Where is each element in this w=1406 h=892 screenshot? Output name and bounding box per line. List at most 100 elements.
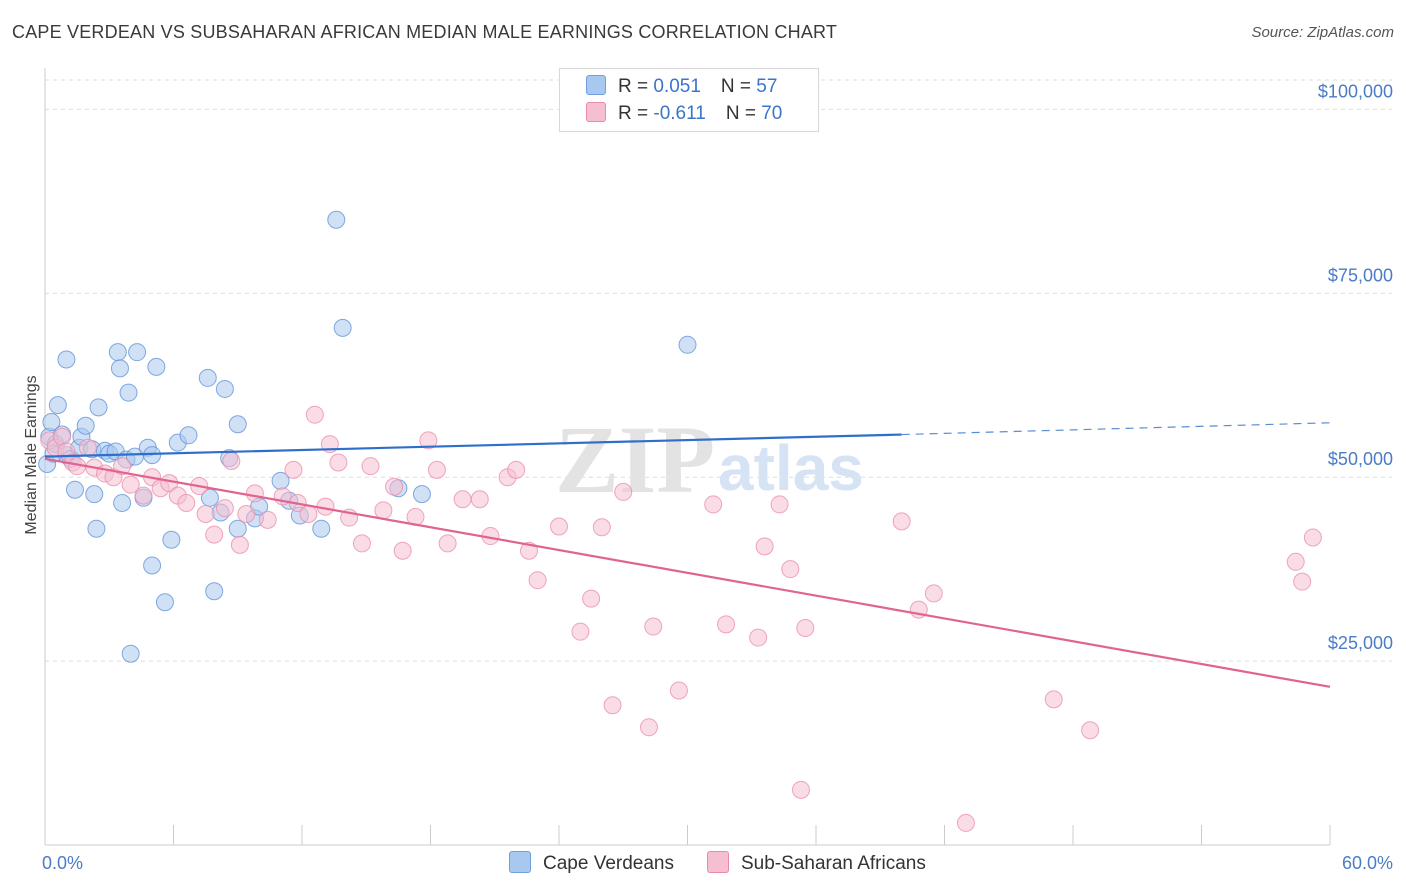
subsaharan-point <box>177 493 196 512</box>
subsaharan-point <box>222 452 241 471</box>
watermark-atlas: atlas <box>718 432 864 504</box>
subsaharan-point <box>113 457 132 476</box>
series-legend: Cape Verdeans Sub-Saharan Africans <box>0 851 1406 879</box>
subsaharan-point <box>924 584 943 603</box>
cape-verdean-point <box>143 446 162 465</box>
grid-lines <box>45 79 1392 662</box>
subsaharan-point <box>230 535 249 554</box>
subsaharan-point <box>78 438 97 457</box>
legend-n-value: 57 <box>756 76 778 97</box>
subsaharan-point <box>792 780 811 799</box>
cape-verdean-point <box>143 556 162 575</box>
subsaharan-point <box>582 589 601 608</box>
subsaharan-point <box>385 477 404 496</box>
legend-r-label: R = <box>618 76 654 97</box>
cape-verdean-point <box>48 396 67 415</box>
legend-n-label: N = <box>720 76 757 97</box>
cape-verdean-trend <box>44 433 902 458</box>
subsaharan-point <box>1293 572 1312 591</box>
subsaharan-point <box>427 460 446 479</box>
legend-row-cape-verdeans: R = 0.051 N = 57 <box>586 75 777 99</box>
x-tick-label-max: 60.0% <box>1342 853 1393 873</box>
subsaharan-point <box>329 453 348 472</box>
subsaharan-point <box>121 475 140 494</box>
subsaharan-point <box>614 482 633 501</box>
subsaharan-point <box>796 619 815 638</box>
x-tick-label-min: 0.0% <box>42 853 83 873</box>
legend-r-value: -0.611 <box>653 103 706 124</box>
cape-verdean-trend-extension <box>901 422 1331 436</box>
subsaharan-point <box>755 537 774 556</box>
series-legend-cape-verdeans: Cape Verdeans <box>509 851 674 875</box>
y-tick-label: $25,000 <box>1328 633 1393 653</box>
subsaharan-point <box>205 525 224 544</box>
subsaharan-point <box>956 813 975 832</box>
cape-verdean-point <box>179 426 198 445</box>
subsaharan-point <box>393 541 412 560</box>
subsaharan-point <box>644 617 663 636</box>
trend-lines <box>44 422 1331 688</box>
series-swatch-blue <box>509 851 531 873</box>
legend-swatch-blue <box>586 75 606 95</box>
subsaharan-point <box>245 484 264 503</box>
subsaharan-point <box>453 490 472 509</box>
subsaharan-point <box>215 499 234 518</box>
source-credit: Source: ZipAtlas.com <box>1251 24 1394 41</box>
y-tick-label: $75,000 <box>1328 265 1393 285</box>
cape-verdean-point <box>215 379 234 398</box>
subsaharan-point <box>196 504 215 523</box>
legend-row-subsaharan: R = -0.611 N = 70 <box>586 102 782 126</box>
subsaharan-point <box>669 681 688 700</box>
correlation-legend: R = 0.051 N = 57 R = -0.611 N = 70 <box>559 68 819 132</box>
subsaharan-point <box>571 622 590 641</box>
subsaharan-point <box>639 718 658 737</box>
subsaharan-point <box>284 460 303 479</box>
cape-verdean-point <box>65 480 84 499</box>
cape-verdean-point <box>147 357 166 376</box>
subsaharan-point <box>305 405 324 424</box>
y-tick-label: $50,000 <box>1328 449 1393 469</box>
subsaharan-point <box>507 460 526 479</box>
cape-verdean-point <box>155 593 174 612</box>
legend-swatch-pink <box>586 102 606 122</box>
data-points <box>38 210 1322 832</box>
cape-verdean-point <box>85 485 104 504</box>
subsaharan-point <box>237 504 256 523</box>
cape-verdean-point <box>87 519 106 538</box>
series-legend-subsaharan: Sub-Saharan Africans <box>707 851 926 875</box>
subsaharan-point <box>550 517 568 536</box>
cape-verdean-point <box>198 368 217 387</box>
subsaharan-point <box>134 486 153 505</box>
subsaharan-point <box>717 615 736 634</box>
cape-verdean-point <box>110 359 129 378</box>
cape-verdean-point <box>162 530 181 549</box>
cape-verdean-point <box>327 210 346 229</box>
cape-verdean-point <box>76 416 95 435</box>
subsaharan-point <box>258 510 277 529</box>
cape-verdean-point <box>128 343 147 362</box>
subsaharan-point <box>352 534 371 553</box>
subsaharan-point <box>528 571 547 590</box>
watermark-zip: ZIP <box>555 406 715 513</box>
legend-r-value: 0.051 <box>653 76 701 97</box>
subsaharan-point <box>361 457 380 476</box>
series-name: Sub-Saharan Africans <box>741 853 926 874</box>
subsaharan-point <box>892 512 911 531</box>
subsaharan-point <box>781 560 800 579</box>
axis-labels: $25,000 $50,000 $75,000 $100,000 0.0% 60.0% Me… <box>23 81 1393 873</box>
subsaharan-point <box>592 518 611 537</box>
series-swatch-pink <box>707 851 729 873</box>
cape-verdean-point <box>228 519 247 538</box>
cape-verdean-point <box>42 413 61 432</box>
subsaharan-point <box>770 495 789 514</box>
cape-verdean-point <box>312 519 331 538</box>
cape-verdean-point <box>121 644 140 663</box>
cape-verdean-point <box>89 398 108 417</box>
cape-verdean-point <box>113 493 132 512</box>
subsaharan-point <box>1286 552 1305 571</box>
subsaharan-trend <box>44 457 1331 688</box>
subsaharan-point <box>299 504 318 523</box>
subsaharan-point <box>1081 721 1100 740</box>
legend-n-label: N = <box>725 103 762 124</box>
